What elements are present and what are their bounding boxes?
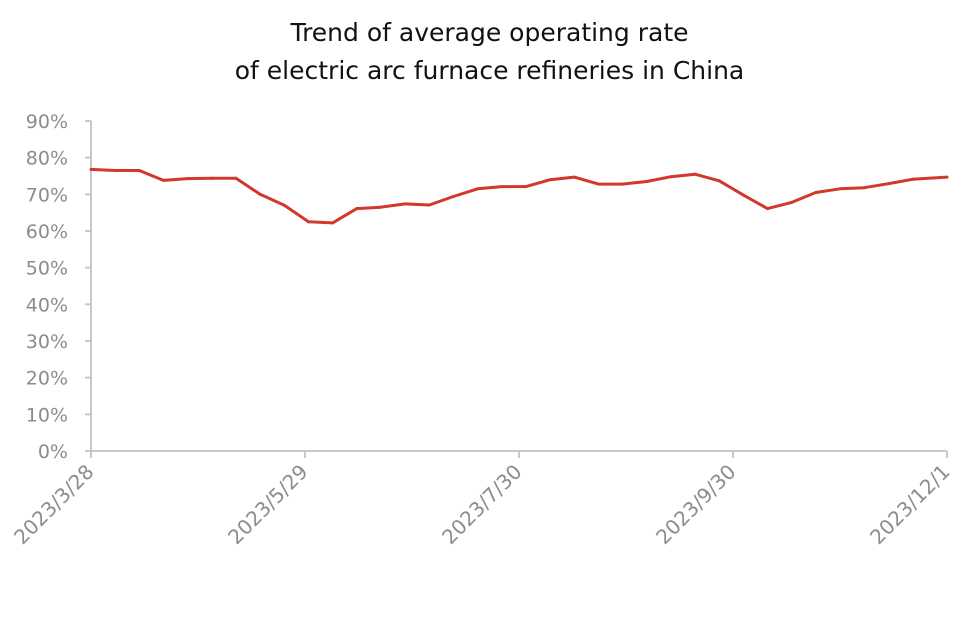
data-point	[621, 182, 625, 186]
chart-title-line-2: of electric arc furnace refineries in Ch…	[234, 56, 745, 85]
x-tick-label: 2023/12/1	[865, 460, 954, 549]
data-point	[838, 187, 842, 191]
chart-title: Trend of average operating rate of elect…	[0, 14, 979, 90]
data-point	[306, 220, 310, 224]
data-point	[717, 179, 721, 183]
data-point	[161, 178, 165, 182]
data-point	[476, 187, 480, 191]
x-tick-label: 2023/3/28	[9, 460, 98, 549]
data-point	[886, 182, 890, 186]
data-point	[451, 195, 455, 199]
y-tick-label: 10%	[26, 404, 68, 426]
data-point	[814, 191, 818, 194]
y-tick-label: 20%	[26, 368, 68, 390]
data-point	[524, 185, 528, 189]
data-point	[210, 176, 214, 180]
data-point	[500, 185, 504, 189]
y-tick-label: 80%	[26, 148, 68, 170]
data-point	[945, 175, 949, 179]
series-line	[90, 167, 948, 225]
y-tick-label: 70%	[26, 184, 68, 206]
data-point	[234, 176, 238, 180]
data-point	[572, 175, 576, 179]
data-point	[331, 221, 335, 225]
x-tick-label: 2023/7/30	[437, 460, 526, 549]
chart-title-line-1: Trend of average operating rate	[290, 18, 689, 47]
data-point	[766, 207, 770, 211]
data-point	[137, 169, 141, 172]
data-point	[741, 193, 745, 197]
x-tick-label: 2023/9/30	[651, 460, 740, 549]
data-point	[910, 177, 914, 181]
data-point	[186, 177, 190, 181]
data-point	[596, 182, 600, 186]
y-tick-label: 40%	[26, 294, 68, 316]
data-point	[379, 205, 383, 209]
data-point	[282, 203, 286, 207]
data-point	[89, 167, 93, 171]
data-point	[113, 169, 117, 172]
data-point	[258, 192, 262, 196]
data-point	[403, 202, 407, 206]
y-tick-label: 30%	[26, 331, 68, 353]
data-point	[862, 186, 866, 190]
data-point	[645, 180, 649, 183]
data-point	[427, 203, 431, 207]
data-point	[693, 172, 697, 176]
y-tick-label: 90%	[26, 111, 68, 133]
data-point	[669, 175, 673, 179]
x-tick-label: 2023/5/29	[223, 460, 312, 549]
y-tick-label: 0%	[38, 441, 68, 463]
data-point	[548, 178, 552, 182]
data-point	[790, 200, 794, 204]
y-tick-label: 50%	[26, 258, 68, 280]
data-point	[355, 207, 359, 211]
y-tick-label: 60%	[26, 221, 68, 243]
